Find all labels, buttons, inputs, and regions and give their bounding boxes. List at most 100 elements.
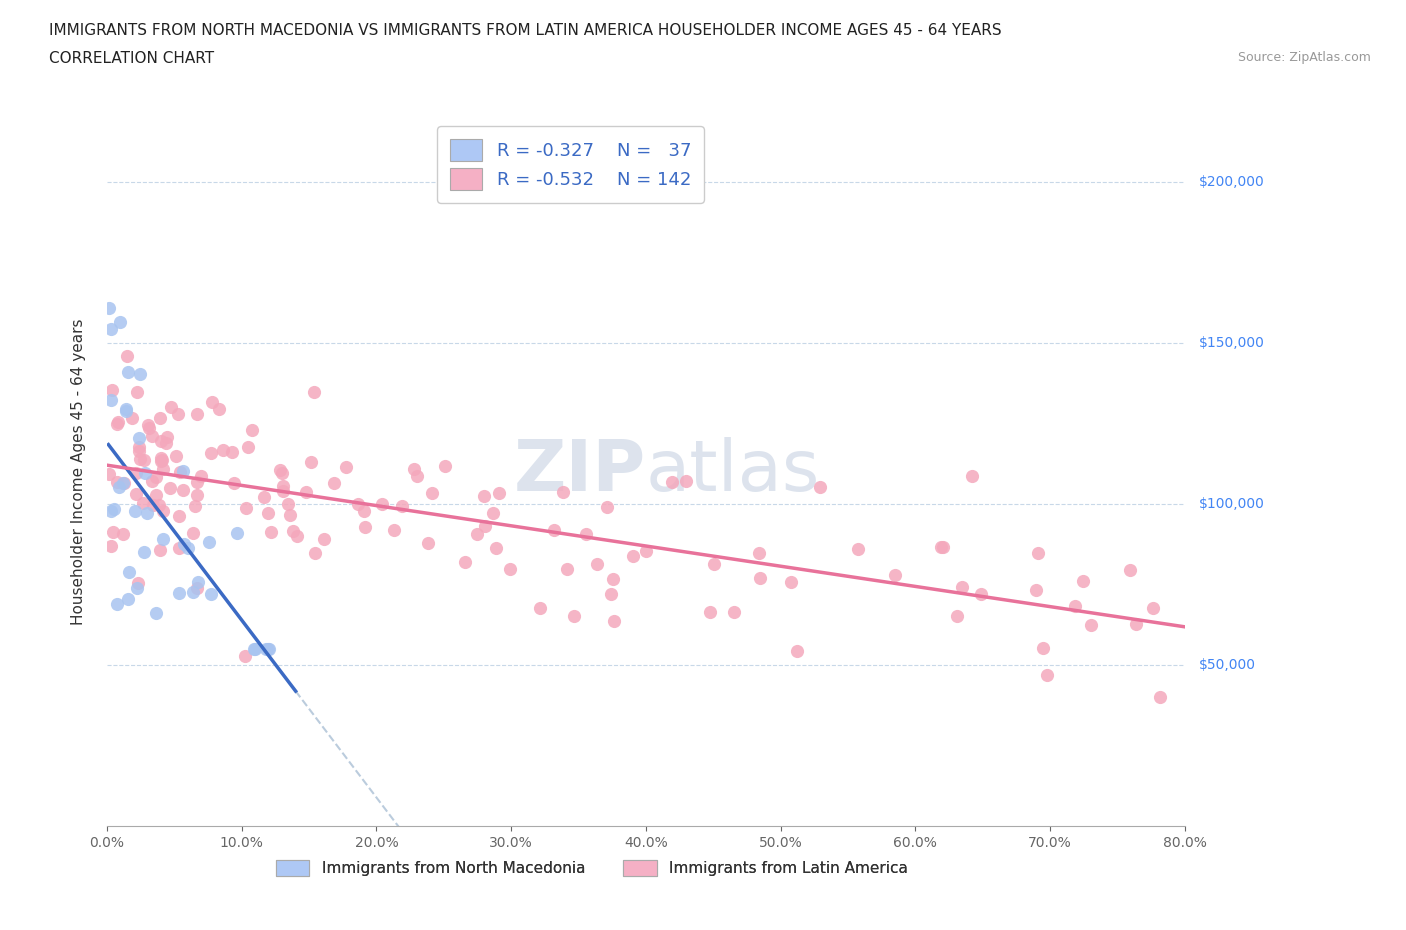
Point [1025, 582, 1047, 597]
Point [257, 505, 280, 520]
Point [488, 485, 510, 500]
Point [145, 606, 167, 621]
Point [101, 525, 124, 539]
Point [212, 443, 235, 458]
Point [132, 496, 155, 511]
Point [281, 524, 304, 538]
Point [253, 490, 276, 505]
Point [186, 406, 208, 421]
Point [434, 459, 457, 474]
Point [884, 567, 907, 582]
Point [128, 444, 150, 458]
Point [675, 474, 697, 489]
Point [257, 642, 280, 657]
Point [100, 539, 122, 554]
Point [167, 586, 190, 601]
Text: $200,000: $200,000 [1198, 175, 1264, 189]
Point [808, 480, 831, 495]
Point [946, 608, 969, 623]
Point [243, 642, 266, 657]
Point [148, 498, 170, 512]
Point [371, 497, 394, 512]
Point [152, 461, 174, 476]
Point [454, 555, 477, 570]
Point [132, 545, 155, 560]
Text: $150,000: $150,000 [1198, 336, 1264, 350]
Point [141, 429, 163, 444]
Point [780, 574, 803, 589]
Point [621, 548, 644, 563]
Point [562, 609, 585, 624]
Point [152, 532, 174, 547]
Point [302, 384, 325, 399]
Point [100, 392, 122, 407]
Point [136, 418, 159, 432]
Point [135, 506, 157, 521]
Point [97, 467, 120, 482]
Point [474, 519, 496, 534]
Point [100, 322, 122, 337]
Point [575, 527, 598, 542]
Point [465, 526, 488, 541]
Point [929, 540, 952, 555]
Point [294, 485, 316, 499]
Point [117, 365, 139, 379]
Point [950, 579, 973, 594]
Text: IMMIGRANTS FROM NORTH MACEDONIA VS IMMIGRANTS FROM LATIN AMERICA HOUSEHOLDER INC: IMMIGRANTS FROM NORTH MACEDONIA VS IMMIG… [49, 23, 1002, 38]
Point [1036, 668, 1059, 683]
Point [322, 475, 344, 490]
Point [269, 462, 291, 477]
Point [1071, 574, 1094, 589]
Point [125, 465, 148, 480]
Point [256, 642, 278, 657]
Point [125, 580, 148, 595]
Point [602, 571, 624, 586]
Point [270, 466, 292, 481]
Point [152, 503, 174, 518]
Point [101, 383, 124, 398]
Point [169, 464, 191, 479]
Point [166, 406, 188, 421]
Point [114, 402, 136, 417]
Point [141, 473, 163, 488]
Point [115, 404, 138, 418]
Point [285, 528, 308, 543]
Point [200, 586, 222, 601]
Point [238, 439, 260, 454]
Point [150, 453, 173, 468]
Point [181, 585, 204, 600]
Point [846, 541, 869, 556]
Point [472, 488, 495, 503]
Text: CORRELATION CHART: CORRELATION CHART [49, 51, 214, 66]
Point [103, 501, 125, 516]
Point [482, 506, 505, 521]
Point [105, 475, 128, 490]
Point [347, 497, 370, 512]
Point [128, 440, 150, 455]
Point [105, 596, 128, 611]
Point [181, 525, 204, 540]
Point [112, 526, 135, 541]
Point [121, 411, 143, 426]
Point [186, 580, 208, 595]
Point [418, 536, 440, 551]
Point [312, 532, 335, 547]
Point [118, 565, 141, 579]
Point [105, 417, 128, 432]
Point [100, 504, 122, 519]
Point [156, 430, 179, 445]
Point [125, 486, 148, 501]
Point [112, 476, 135, 491]
Point [142, 498, 165, 512]
Point [125, 384, 148, 399]
Point [124, 504, 146, 519]
Point [167, 509, 190, 524]
Point [636, 543, 658, 558]
Point [201, 395, 224, 410]
Point [254, 642, 277, 657]
Point [190, 469, 212, 484]
Text: atlas: atlas [645, 437, 820, 506]
Point [173, 537, 195, 551]
Point [970, 586, 993, 601]
Point [1119, 562, 1142, 577]
